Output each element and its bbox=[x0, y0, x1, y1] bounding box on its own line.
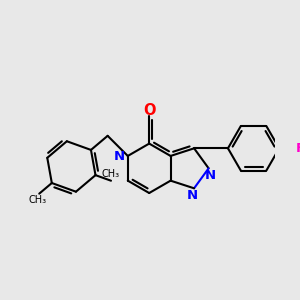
Text: N: N bbox=[205, 169, 216, 182]
Text: N: N bbox=[187, 189, 198, 202]
Text: O: O bbox=[143, 103, 155, 118]
Text: N: N bbox=[114, 150, 125, 164]
Text: CH₃: CH₃ bbox=[28, 195, 46, 205]
Text: F: F bbox=[296, 142, 300, 155]
Text: CH₃: CH₃ bbox=[101, 169, 119, 179]
